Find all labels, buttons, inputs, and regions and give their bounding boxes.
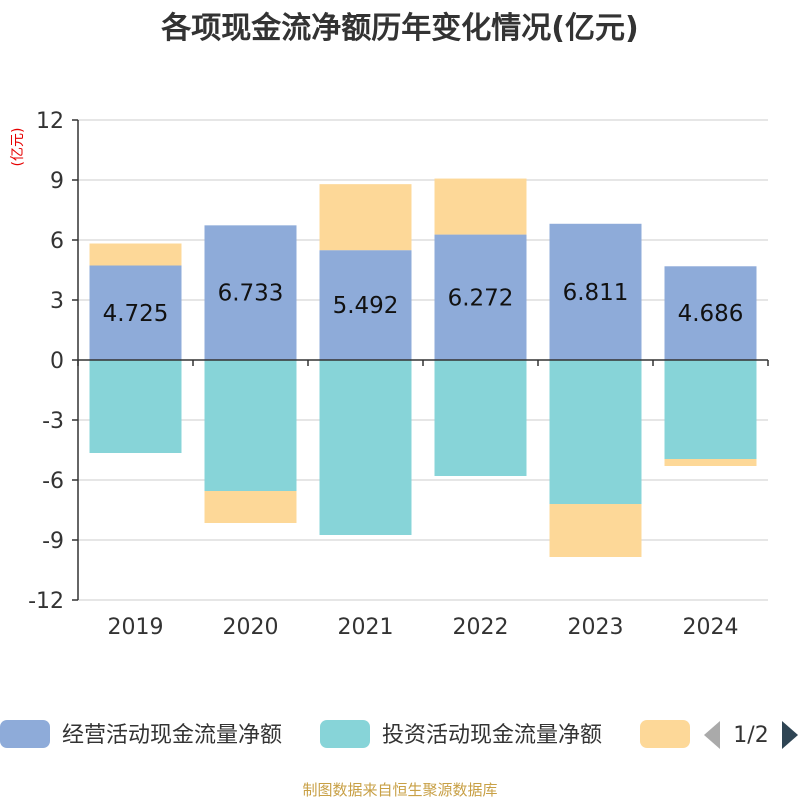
data-label-2024: 4.686 [678, 301, 744, 327]
bar-segment-2023-s3 [549, 504, 642, 557]
bar-segment-2020-s3 [204, 491, 297, 523]
legend-page-indicator: 1/2 [733, 723, 768, 748]
y-tick-label: -3 [42, 409, 64, 434]
y-tick-label: 6 [50, 229, 64, 254]
bar-segment-2019-s3 [89, 243, 182, 266]
chart-title: 各项现金流净额历年变化情况(亿元) [160, 11, 638, 46]
y-tick-label: -12 [28, 589, 64, 614]
x-tick-label: 2019 [108, 615, 164, 640]
data-label-2021: 5.492 [333, 293, 399, 319]
legend-next-icon[interactable] [782, 721, 798, 749]
bar-segment-2023-s1 [549, 223, 642, 360]
bar-segment-2021-s2 [319, 360, 412, 535]
legend-swatch-2[interactable] [320, 720, 370, 748]
axes: 12 9 6 3 0 -3 -6 -9 -12 2019 2020 2021 2022 2023 2024 [28, 109, 769, 640]
legend-prev-icon[interactable] [704, 721, 720, 749]
bar-segment-2022-s3 [434, 178, 527, 235]
data-label-2023: 6.811 [563, 280, 629, 306]
y-tick-label: -6 [42, 469, 64, 494]
legend-swatch-3[interactable] [640, 720, 690, 748]
bar-segment-2024-s3 [664, 459, 757, 466]
source-note: 制图数据来自恒生聚源数据库 [302, 781, 497, 799]
y-tick-label: 12 [36, 109, 64, 134]
x-tick-label: 2023 [568, 615, 624, 640]
y-tick-label: 0 [50, 349, 64, 374]
bar-segment-2021-s1 [319, 250, 412, 360]
bar-segment-2023-s2 [549, 360, 642, 504]
x-tick-label: 2021 [338, 615, 394, 640]
bar-segment-2019-s2 [89, 360, 182, 453]
legend-label-1[interactable]: 经营活动现金流量净额 [62, 723, 282, 748]
data-label-2022: 6.272 [448, 285, 514, 311]
legend-label-2[interactable]: 投资活动现金流量净额 [382, 723, 602, 748]
x-tick-label: 2024 [683, 615, 739, 640]
bar-segment-2020-s2 [204, 360, 297, 491]
legend-swatch-1[interactable] [0, 720, 50, 748]
bar-segment-2020-s1 [204, 225, 297, 360]
data-label-2019: 4.725 [103, 301, 169, 327]
bar-segment-2024-s1 [664, 266, 757, 360]
x-tick-label: 2020 [223, 615, 279, 640]
bars [89, 178, 757, 557]
y-tick-label: 3 [50, 289, 64, 314]
bar-segment-2019-s1 [89, 265, 182, 360]
legend: 经营活动现金流量净额 投资活动现金流量净额 1/2 [0, 720, 798, 749]
bar-segment-2022-s2 [434, 360, 527, 476]
y-tick-label: 9 [50, 169, 64, 194]
data-labels: 4.725 6.733 5.492 6.272 6.811 4.686 [103, 280, 744, 327]
data-label-2020: 6.733 [218, 281, 284, 307]
x-tick-label: 2022 [453, 615, 509, 640]
y-axis-unit: (亿元) [10, 128, 26, 167]
bar-segment-2022-s1 [434, 234, 527, 360]
bar-segment-2024-s2 [664, 360, 757, 459]
y-tick-label: -9 [42, 529, 64, 554]
bar-segment-2021-s3 [319, 184, 412, 251]
